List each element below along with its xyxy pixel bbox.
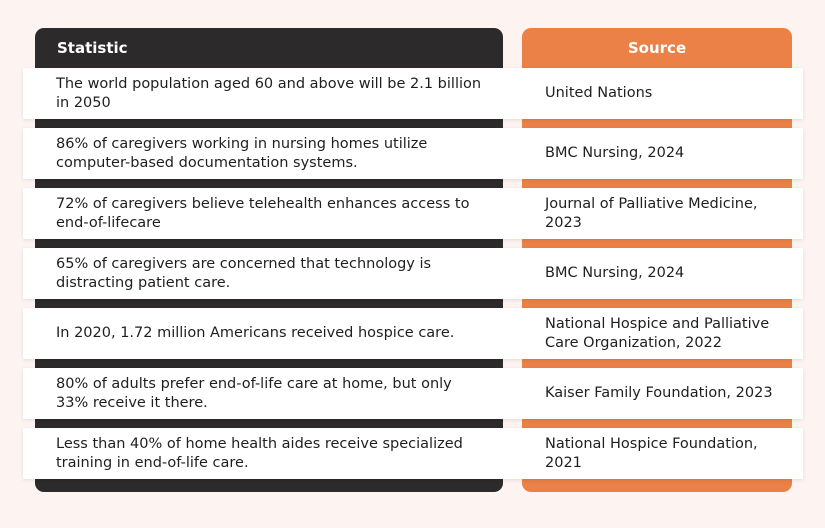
statistic-cell: In 2020, 1.72 million Americans received… [56, 325, 455, 341]
table-row: 80% of adults prefer end-of-life care at… [23, 368, 803, 419]
table-row: In 2020, 1.72 million Americans received… [23, 308, 803, 359]
table-row: 65% of caregivers are concerned that tec… [23, 248, 803, 299]
source-cell: National Hospice Foundation, 2021 [545, 435, 758, 471]
statistic-cell: The world population aged 60 and above w… [56, 75, 482, 111]
table-row: 72% of caregivers believe telehealth enh… [23, 188, 803, 239]
statistic-cell: 86% of caregivers working in nursing hom… [56, 135, 428, 171]
table-row: The world population aged 60 and above w… [23, 68, 803, 119]
statistic-cell: Less than 40% of home health aides recei… [56, 435, 463, 471]
statistic-cell: 65% of caregivers are concerned that tec… [56, 255, 432, 291]
statistic-cell: 80% of adults prefer end-of-life care at… [56, 375, 452, 411]
source-cell: Kaiser Family Foundation, 2023 [545, 385, 773, 401]
source-cell: BMC Nursing, 2024 [545, 145, 685, 161]
source-cell: National Hospice and Palliative Care Org… [545, 315, 770, 351]
source-header: Source [627, 39, 687, 57]
source-cell: Journal of Palliative Medicine, 2023 [545, 195, 758, 231]
statistic-header: Statistic [57, 39, 128, 57]
source-cell: BMC Nursing, 2024 [545, 265, 685, 281]
statistic-cell: 72% of caregivers believe telehealth enh… [56, 195, 470, 231]
table-row: 86% of caregivers working in nursing hom… [23, 128, 803, 179]
source-cell: United Nations [545, 85, 653, 101]
table-row: Less than 40% of home health aides recei… [23, 428, 803, 479]
